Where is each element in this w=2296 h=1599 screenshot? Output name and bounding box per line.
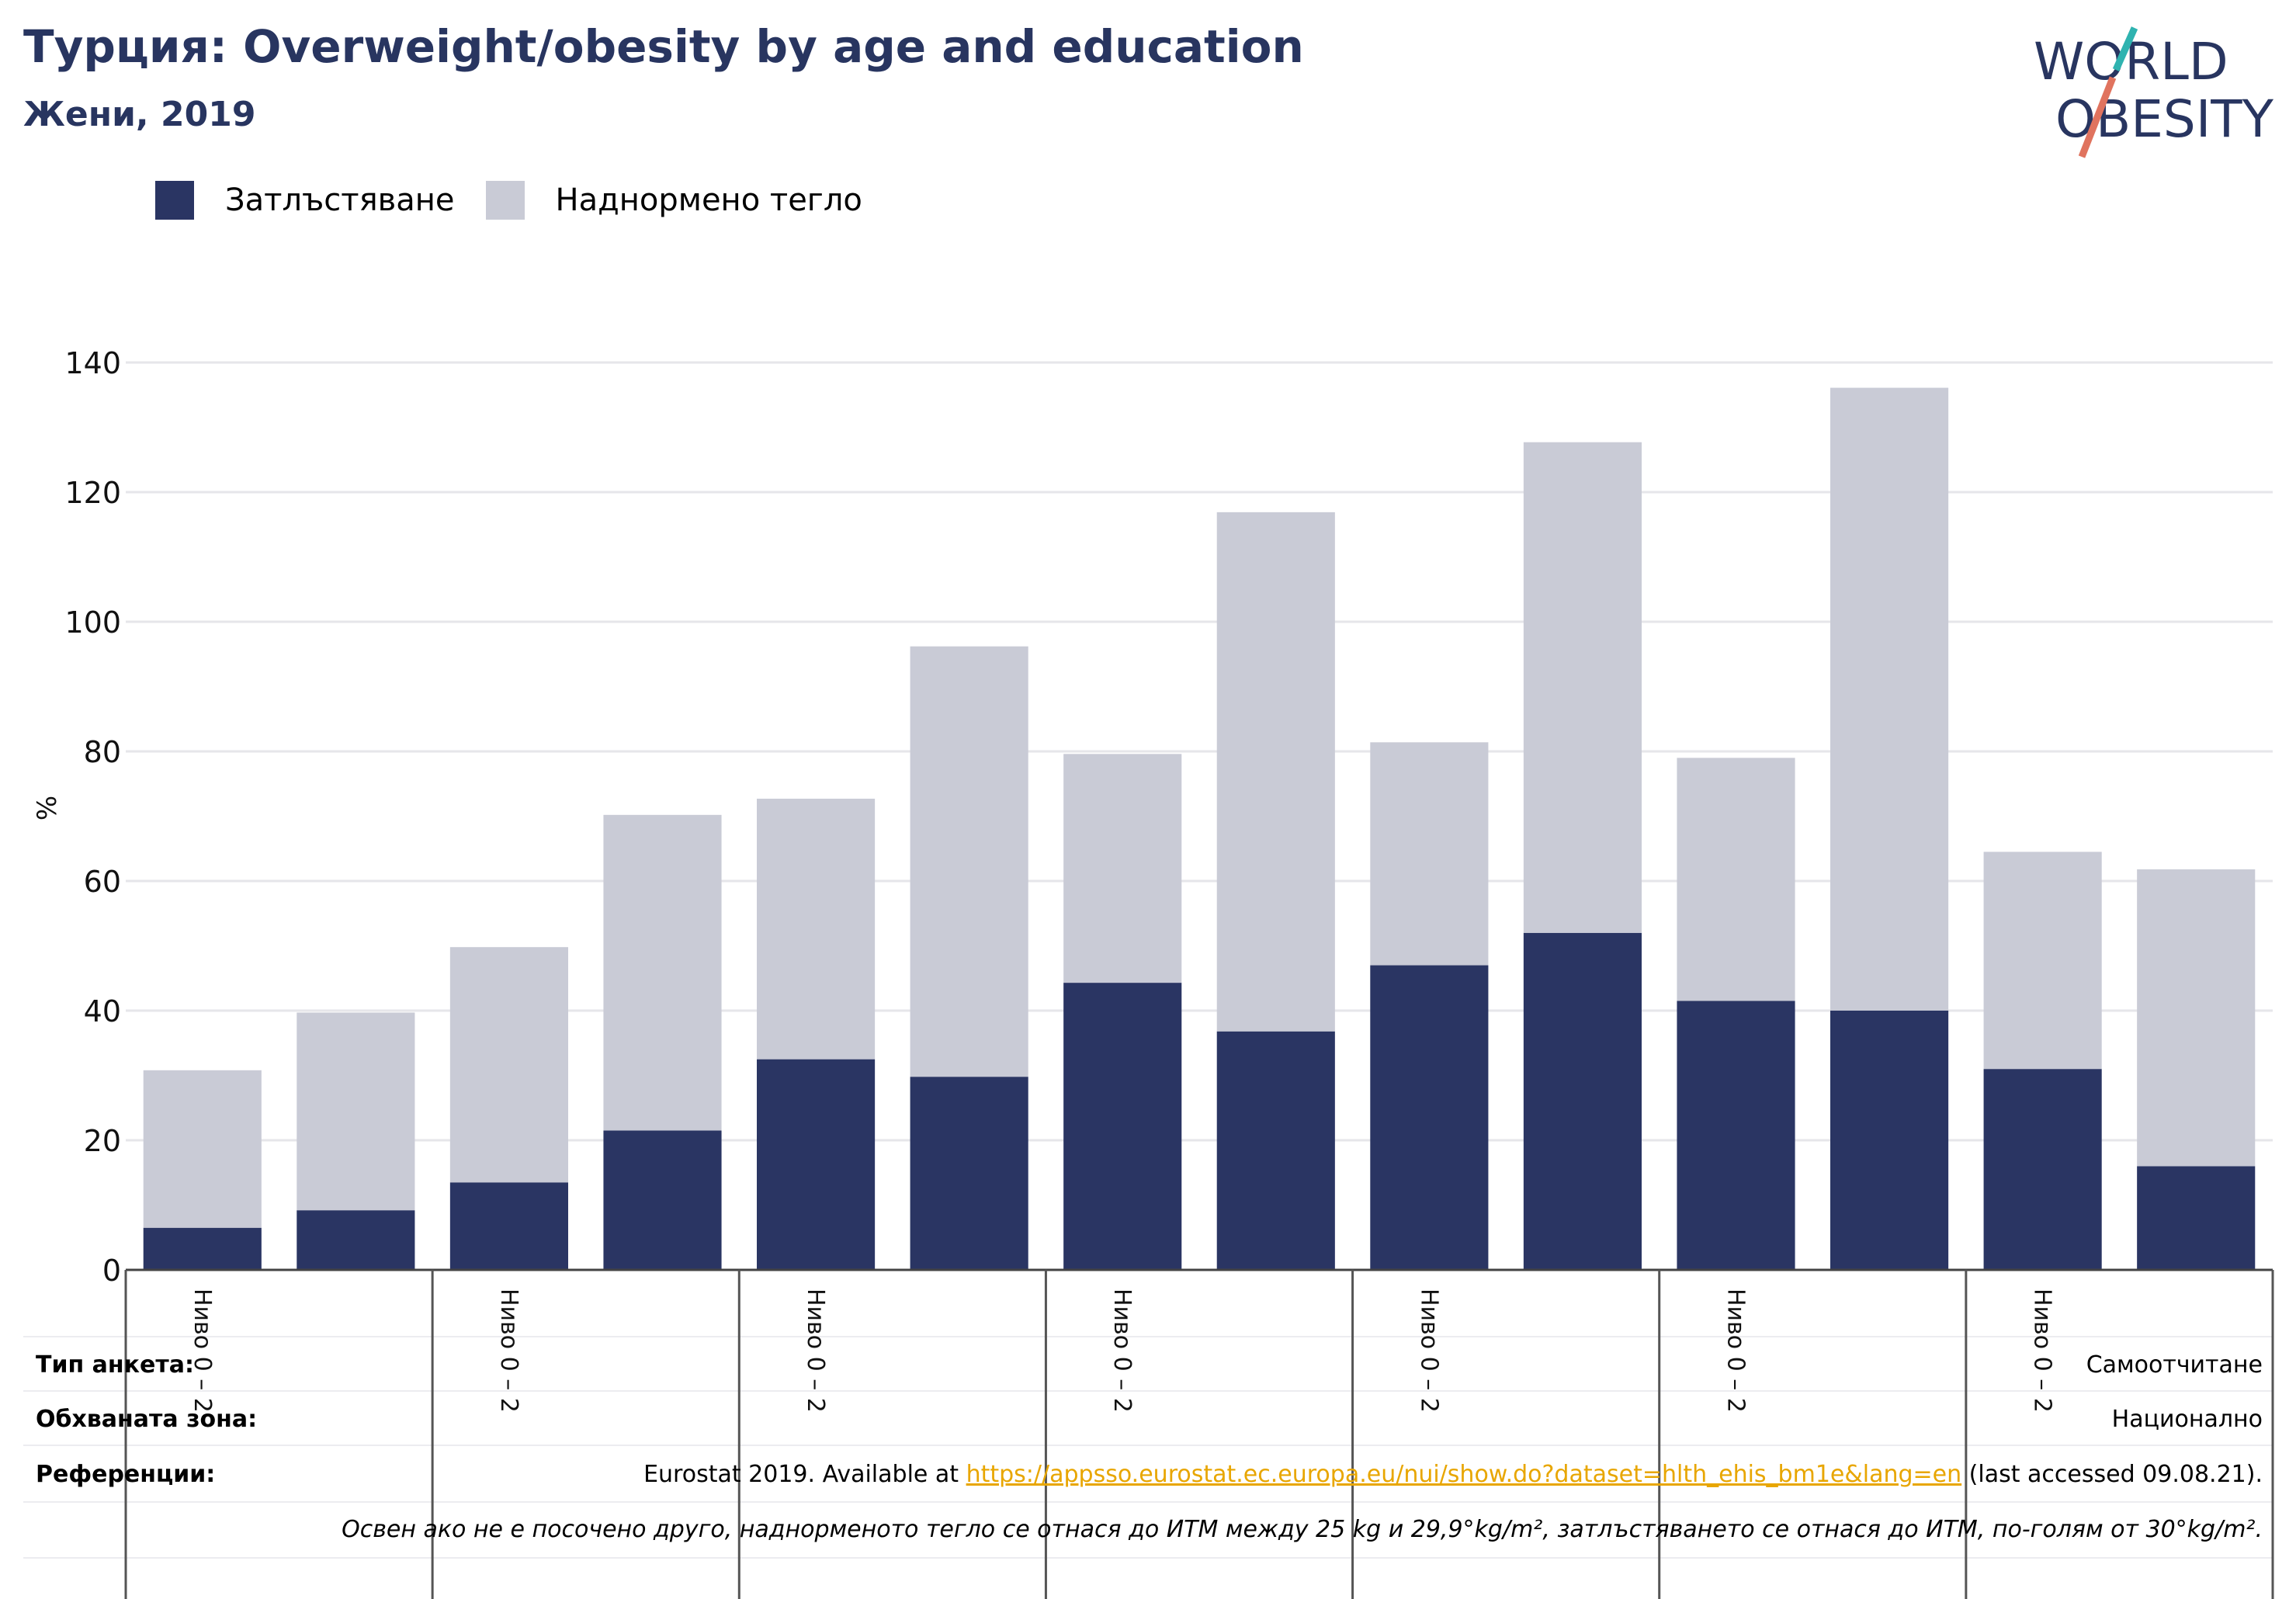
legend-label-obesity: Затлъстяване	[225, 182, 455, 218]
survey-type-value: Самоотчитане	[2086, 1351, 2263, 1379]
legend-label-overweight: Наднормено тегло	[555, 182, 862, 218]
y-axis-label: %	[32, 796, 63, 820]
legend-item-overweight[interactable]: Наднормено тегло	[485, 181, 862, 220]
bar-overweight	[1523, 442, 1642, 933]
references-value: Eurostat 2019. Available at https://apps…	[643, 1461, 2263, 1488]
legend-swatch-overweight	[485, 181, 525, 220]
legend-swatch-obesity	[155, 181, 194, 220]
bar-obesity	[1216, 1031, 1335, 1270]
references-label: Референции:	[36, 1461, 216, 1488]
bar-overweight	[1983, 852, 2102, 1070]
bar-overweight	[1063, 754, 1182, 983]
legend-item-obesity[interactable]: Затлъстяване	[155, 181, 455, 220]
world-obesity-logo: WORLD OBESITY	[2034, 26, 2274, 158]
bar-overweight	[1370, 742, 1489, 966]
bar-obesity	[1677, 1001, 1795, 1270]
y-tick-label: 20	[84, 1124, 121, 1158]
bar-overweight	[1216, 512, 1335, 1032]
bar-overweight	[603, 814, 722, 1131]
chart-title: Турция: Overweight/obesity by age and ed…	[23, 20, 1304, 73]
info-row-references: Референции: Eurostat 2019. Available at …	[23, 1448, 2263, 1503]
bar-overweight	[910, 646, 1028, 1077]
bar-obesity	[1523, 932, 1642, 1270]
chart-legend: Затлъстяване Наднормено тегло	[155, 177, 893, 224]
logo-slash-red	[2078, 76, 2117, 158]
info-row-coverage: Обхваната зона: Национално	[23, 1393, 2263, 1448]
x-group-label: Ниво 0 – 2	[1722, 1289, 1750, 1413]
info-row-survey-type: Тип анкета: Самоотчитане	[23, 1339, 2263, 1393]
bar-obesity	[1830, 1011, 1949, 1270]
x-group-label: Ниво 0 – 2	[1415, 1289, 1442, 1413]
bar-overweight	[449, 947, 568, 1183]
coverage-label: Обхваната зона:	[36, 1406, 258, 1433]
bar-overweight	[1830, 387, 1949, 1011]
y-tick-label: 0	[102, 1254, 121, 1288]
references-link[interactable]: https://appsso.eurostat.ec.europa.eu/nui…	[966, 1461, 1962, 1488]
x-group-label: Ниво 0 – 2	[2029, 1289, 2056, 1413]
bar-obesity	[757, 1059, 876, 1270]
coverage-value: Национално	[2111, 1406, 2263, 1433]
y-tick-label: 100	[64, 605, 121, 640]
info-row-note: Освен ако не е посочено друго, наднормен…	[23, 1504, 2263, 1558]
bar-overweight	[143, 1070, 262, 1228]
x-group-label: Ниво 0 – 2	[1108, 1289, 1136, 1413]
bar-overweight	[757, 798, 876, 1060]
bar-obesity	[603, 1130, 722, 1270]
bar-obesity	[2137, 1166, 2256, 1270]
bar-overweight	[297, 1012, 415, 1211]
y-tick-label: 60	[84, 865, 121, 899]
bar-obesity	[1983, 1069, 2102, 1270]
references-suffix: (last accessed 09.08.21).	[1961, 1461, 2263, 1488]
logo-slash-teal	[2112, 26, 2138, 71]
y-tick-label: 140	[64, 346, 121, 380]
chart-subtitle: Жени, 2019	[23, 95, 256, 134]
y-tick-label: 120	[64, 476, 121, 510]
x-group-label: Ниво 0 – 2	[495, 1289, 522, 1413]
x-group-label: Ниво 0 – 2	[802, 1289, 829, 1413]
bar-obesity	[449, 1182, 568, 1270]
bar-obesity	[297, 1210, 415, 1270]
survey-type-label: Тип анкета:	[36, 1351, 194, 1379]
bar-obesity	[1370, 965, 1489, 1270]
references-prefix: Eurostat 2019. Available at	[643, 1461, 966, 1488]
bar-obesity	[1063, 983, 1182, 1270]
y-tick-label: 80	[84, 735, 121, 769]
definition-note: Освен ако не е посочено друго, наднормен…	[342, 1516, 2263, 1543]
bar-overweight	[1677, 758, 1795, 1001]
bar-obesity	[910, 1077, 1028, 1270]
x-group-label: Ниво 0 – 2	[189, 1289, 216, 1413]
bar-obesity	[143, 1227, 262, 1270]
bar-overweight	[2137, 869, 2256, 1167]
y-tick-label: 40	[84, 994, 121, 1028]
